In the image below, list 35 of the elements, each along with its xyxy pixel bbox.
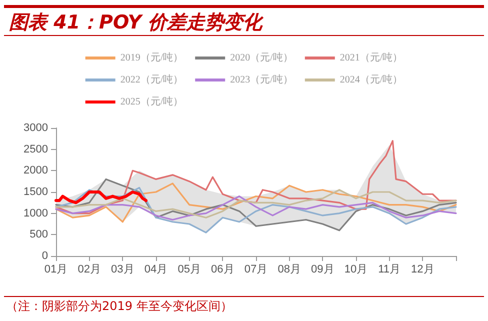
- legend-label: 2025（元/吨）: [120, 96, 184, 108]
- line-series: [55, 140, 457, 214]
- y-tick-label: 1500: [24, 186, 48, 198]
- x-tick-label: 04月: [144, 264, 168, 276]
- legend-label: 2020（元/吨）: [230, 52, 293, 64]
- chart-title: 图表 41：POY 价差走势变化: [9, 12, 264, 34]
- legend-label: 2021（元/吨）: [340, 52, 403, 64]
- y-tick-label: 2000: [24, 164, 48, 177]
- line-series: [55, 182, 457, 223]
- text: （注：阴影部分为2019 年至今变化区间）: [6, 299, 232, 313]
- x-tick-label: 07月: [244, 264, 268, 276]
- x-tick-label: 02月: [78, 264, 101, 276]
- x-tick-label: 05月: [178, 264, 201, 276]
- legend-label: 2024（元/吨）: [340, 74, 403, 86]
- x-tick-label: 11月: [378, 264, 401, 276]
- y-tick-label: 0: [42, 250, 48, 262]
- y-tick-label: 1000: [24, 207, 48, 220]
- x-tick-label: 12月: [411, 264, 434, 276]
- y-tick-label: 2500: [24, 143, 48, 156]
- line-series: [54, 190, 148, 204]
- line-series: [55, 186, 457, 234]
- legend-label: 2022（元/吨）: [120, 74, 184, 86]
- legend-label: 2019（元/吨）: [120, 52, 184, 64]
- line-series: [55, 178, 457, 232]
- x-tick-label: 08月: [278, 264, 301, 276]
- x-tick-label: 10月: [344, 264, 368, 276]
- x-tick-label: 06月: [211, 264, 234, 276]
- legend-label: 2023（元/吨）: [230, 74, 293, 86]
- line-series: [55, 189, 457, 218]
- y-tick-label: 500: [30, 228, 48, 241]
- x-tick-label: 03月: [111, 264, 134, 276]
- line-series: [55, 195, 457, 221]
- x-tick-label: 01月: [44, 264, 68, 276]
- y-tick-label: 3000: [24, 122, 48, 134]
- x-tick-label: 09月: [311, 264, 334, 276]
